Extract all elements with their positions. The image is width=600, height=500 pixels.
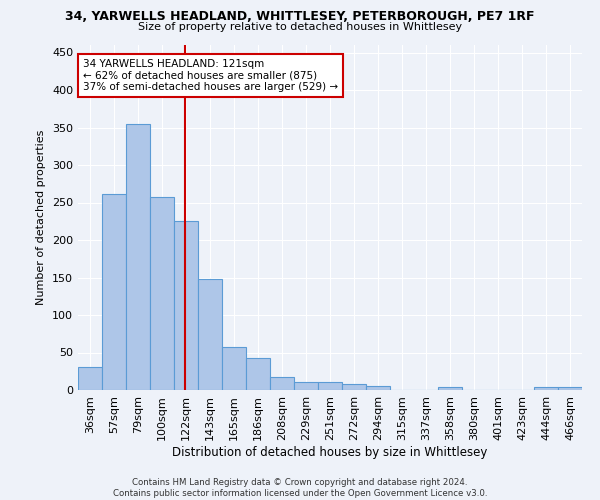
Bar bbox=[534, 387, 558, 390]
Bar bbox=[174, 221, 198, 390]
Text: Contains HM Land Registry data © Crown copyright and database right 2024.
Contai: Contains HM Land Registry data © Crown c… bbox=[113, 478, 487, 498]
Y-axis label: Number of detached properties: Number of detached properties bbox=[37, 130, 46, 305]
Text: 34, YARWELLS HEADLAND, WHITTLESEY, PETERBOROUGH, PE7 1RF: 34, YARWELLS HEADLAND, WHITTLESEY, PETER… bbox=[65, 10, 535, 23]
Bar bbox=[246, 358, 270, 390]
Bar bbox=[150, 196, 174, 390]
Bar bbox=[342, 384, 366, 390]
Bar bbox=[558, 387, 582, 390]
Bar bbox=[102, 194, 126, 390]
Bar bbox=[438, 387, 462, 390]
Bar bbox=[294, 382, 318, 390]
Bar bbox=[78, 367, 102, 390]
Bar bbox=[126, 124, 150, 390]
Bar bbox=[270, 376, 294, 390]
Bar bbox=[222, 347, 246, 390]
Text: 34 YARWELLS HEADLAND: 121sqm
← 62% of detached houses are smaller (875)
37% of s: 34 YARWELLS HEADLAND: 121sqm ← 62% of de… bbox=[83, 59, 338, 92]
Bar bbox=[318, 382, 342, 390]
Bar bbox=[366, 386, 390, 390]
Text: Size of property relative to detached houses in Whittlesey: Size of property relative to detached ho… bbox=[138, 22, 462, 32]
Bar bbox=[198, 279, 222, 390]
X-axis label: Distribution of detached houses by size in Whittlesey: Distribution of detached houses by size … bbox=[172, 446, 488, 458]
